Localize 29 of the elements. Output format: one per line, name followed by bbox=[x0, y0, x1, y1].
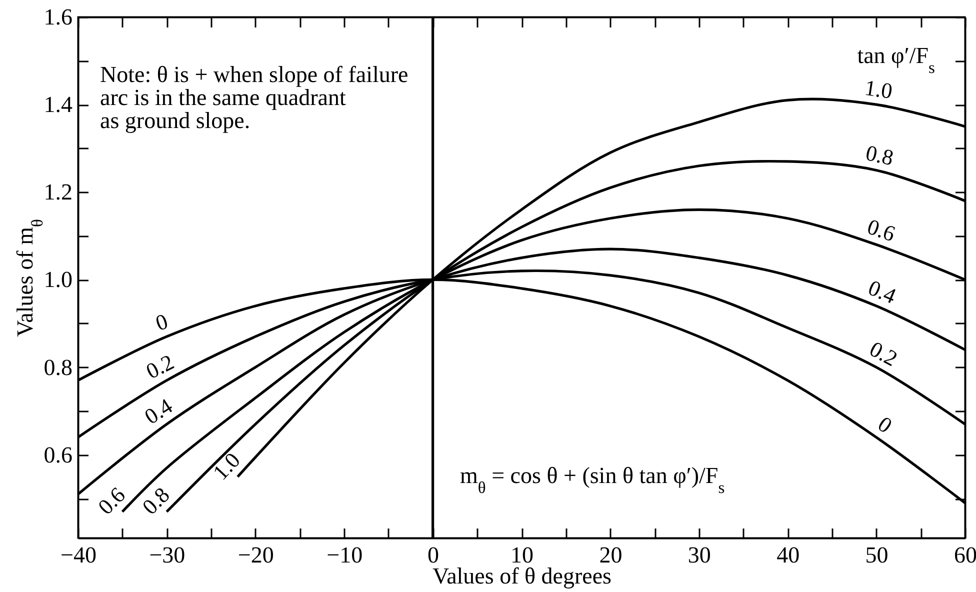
text: 0 bbox=[873, 411, 897, 438]
x-tick-label: −20 bbox=[238, 542, 274, 568]
text: 0.8 bbox=[864, 140, 896, 170]
text: 0.4 bbox=[140, 393, 177, 430]
y-tick-label: 1.4 bbox=[44, 92, 73, 118]
x-tick-label: −40 bbox=[60, 542, 96, 568]
x-tick-label: 30 bbox=[688, 542, 711, 568]
y-tick-label: 1.0 bbox=[44, 267, 72, 292]
text: 0.6 bbox=[92, 482, 130, 520]
x-tick-label: −30 bbox=[149, 542, 186, 568]
y-tick-label: 0.6 bbox=[44, 442, 72, 468]
text: 0.2 bbox=[142, 349, 178, 384]
y-tick-label: 1.6 bbox=[44, 4, 72, 30]
y-tick-label: 1.2 bbox=[44, 180, 72, 205]
annotation: m$_{θ}$ = cos θ + (sin θ tan φ′)/F$_{s}$ bbox=[460, 463, 725, 496]
x-tick-label: 40 bbox=[776, 542, 800, 568]
text: 0.8 bbox=[137, 482, 174, 520]
x-tick-label: −10 bbox=[326, 542, 363, 568]
legend-title: tan φ′/F$_{s}$ bbox=[857, 43, 935, 76]
x-tick-label: 60 bbox=[954, 542, 976, 568]
text: 0.2 bbox=[866, 336, 902, 372]
text: 0 bbox=[152, 308, 171, 336]
text: 1.0 bbox=[863, 74, 894, 104]
y-tick-label: 0.8 bbox=[44, 354, 72, 380]
text: 0.4 bbox=[864, 274, 900, 309]
x-tick-label: 50 bbox=[865, 542, 888, 568]
text: 0.6 bbox=[864, 214, 898, 246]
text: 1.0 bbox=[208, 448, 245, 485]
annotation: Note: θ is + when slope of failure arc is in the same quadrant as ground slope. bbox=[100, 62, 408, 133]
